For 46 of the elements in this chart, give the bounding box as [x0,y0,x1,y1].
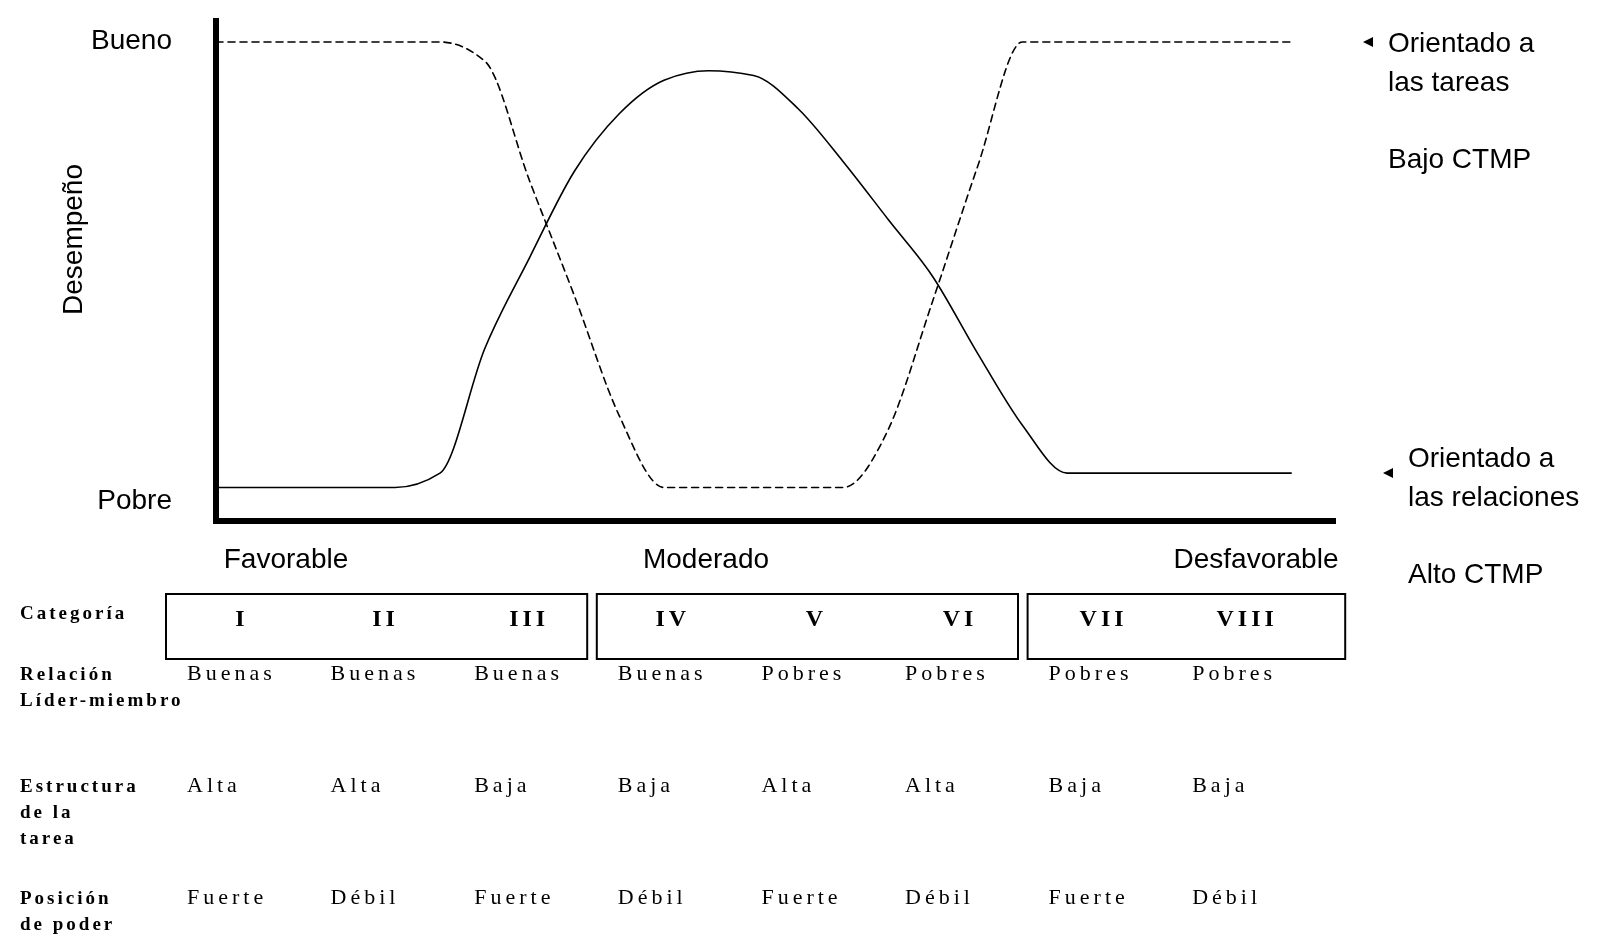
category-label: II [372,605,399,631]
y-axis-title: Desempeño [57,164,88,315]
text: Pobres [1048,660,1133,685]
text: Pobres [761,660,846,685]
text: Débil [330,884,400,909]
text: Fuerte [1048,884,1129,909]
text: Débil [905,884,974,909]
text: Débil [617,884,687,909]
text: Baja [617,772,675,797]
text: Fuerte [761,884,842,909]
text: Baja [474,772,531,797]
text: Favorable [223,543,349,575]
text: Pobres [1192,660,1277,685]
text: Fuerte [187,884,268,909]
text: Moderado [642,543,770,575]
text: Débil [1192,884,1262,909]
text: Alta [330,772,385,797]
category-label: VI [942,605,978,631]
text: Baja [1192,772,1249,797]
text: Bajo CTMP [1388,142,1532,174]
legend-label: Orientado a las tareas [1388,26,1535,97]
category-label: I [235,605,249,631]
text: Pobres [905,660,989,685]
category-label: VIII [1216,605,1278,631]
text: Buenas [187,660,276,685]
text: Baja [1048,772,1105,797]
category-label: III [509,605,550,631]
text: Fuerte [474,884,555,909]
category-label: VII [1079,605,1128,631]
text: Alta [187,772,241,797]
text: Alto CTMP [1408,558,1544,590]
category-label: Estructura de la tarea [20,775,139,848]
text: Pobre [97,484,172,516]
text: Buenas [474,660,563,685]
text: Alta [761,772,816,797]
category-label: Categoría [20,602,128,623]
text: Alta [905,772,959,797]
legend-label: Orientado a las relaciones [1408,442,1580,513]
category-label: IV [655,605,691,631]
category-label: V [805,605,828,631]
category-label: Posición de poder [20,887,116,934]
text: Bueno [91,24,172,56]
text: Buenas [330,660,420,685]
text: Desfavorable [1173,543,1339,575]
text: Buenas [617,660,707,685]
category-label: Relación Líder-miembro [20,663,184,710]
